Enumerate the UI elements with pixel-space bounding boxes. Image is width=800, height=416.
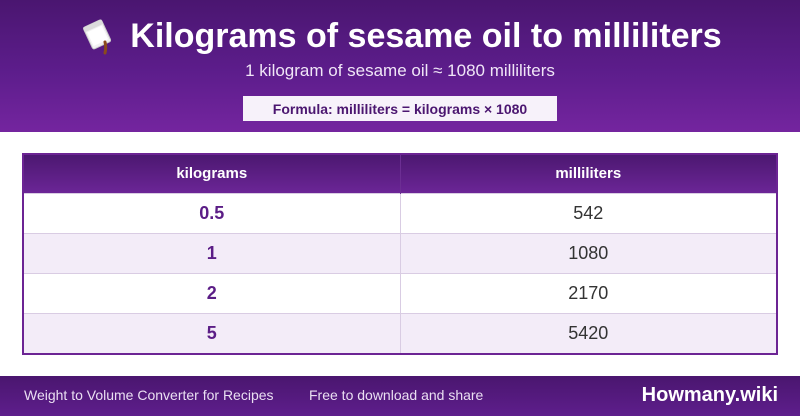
kilograms-cell: 5 — [24, 312, 400, 353]
column-header-kilograms: kilograms — [176, 165, 248, 183]
column-header-milliliters: milliliters — [399, 155, 776, 193]
footer-bar: Weight to Volume Converter for Recipes F… — [0, 376, 800, 416]
table-header-row: kilograms milliliters — [24, 155, 776, 193]
milliliters-cell: 542 — [399, 192, 776, 233]
milliliters-cell: 5420 — [399, 312, 776, 353]
header-banner: Kilograms of sesame oil to milliliters 1… — [0, 0, 800, 132]
title-row: Kilograms of sesame oil to milliliters — [0, 14, 800, 58]
table-row: 2 2170 — [24, 272, 776, 313]
table-row: 0.5 542 — [24, 192, 776, 233]
table-row: 5 5420 — [24, 312, 776, 353]
footer-converter-name: Weight to Volume Converter for Recipes — [24, 387, 274, 403]
formula-box: Formula: milliliters = kilograms × 1080 — [243, 96, 557, 121]
page-title: Kilograms of sesame oil to milliliters — [130, 16, 722, 55]
kilograms-cell: 2 — [24, 272, 400, 313]
kilograms-cell: 1 — [24, 232, 400, 273]
conversion-table: kilograms milliliters 0.5 542 1 1080 2 2… — [22, 153, 778, 355]
brand-logo-text[interactable]: Howmany.wiki — [641, 384, 778, 406]
footer-tagline: Free to download and share — [309, 387, 484, 403]
milliliters-cell: 1080 — [399, 232, 776, 273]
kilograms-cell: 0.5 — [24, 192, 400, 233]
table-row: 1 1080 — [24, 232, 776, 273]
pouring-oil-icon — [83, 19, 112, 55]
subtitle: 1 kilogram of sesame oil ≈ 1080 millilit… — [245, 61, 555, 80]
milliliters-cell: 2170 — [399, 272, 776, 313]
